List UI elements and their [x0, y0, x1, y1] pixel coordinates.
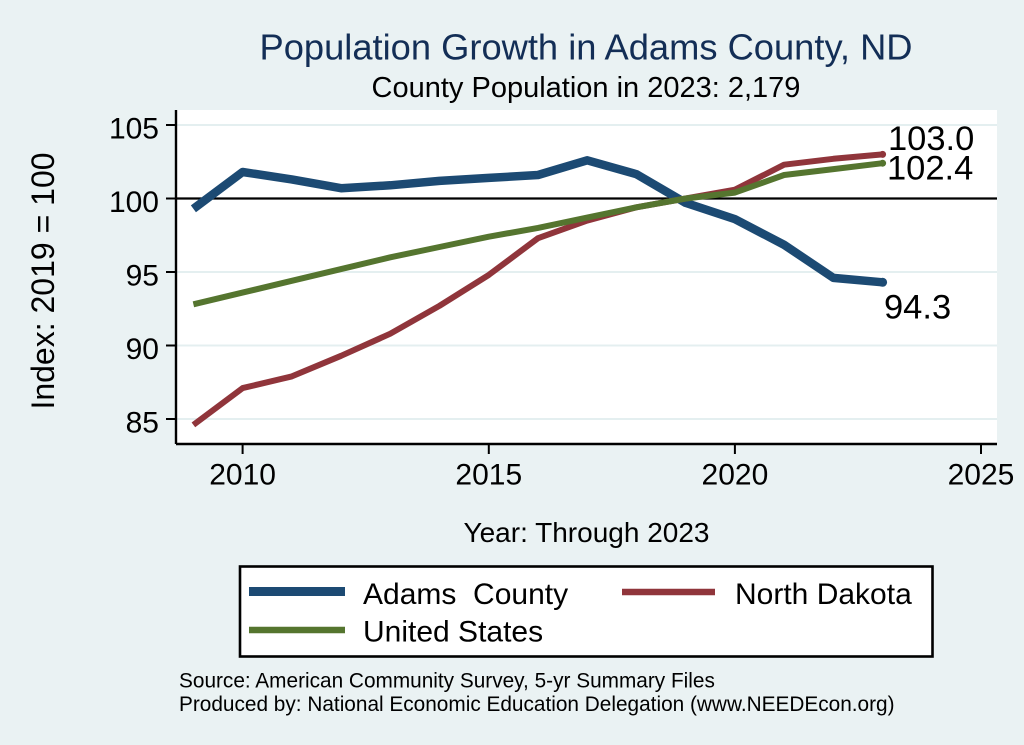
- svg-text:Population Growth in Adams Cou: Population Growth in Adams County, ND: [260, 27, 913, 68]
- svg-text:North Dakota: North Dakota: [735, 578, 912, 611]
- svg-text:95: 95: [126, 260, 159, 293]
- svg-text:2025: 2025: [948, 458, 1015, 491]
- svg-text:Adams County: Adams County: [363, 578, 568, 611]
- svg-text:Produced by: National Economic: Produced by: National Economic Education…: [179, 693, 895, 716]
- svg-text:100: 100: [109, 186, 159, 219]
- svg-text:103.0: 103.0: [888, 120, 974, 158]
- svg-text:85: 85: [126, 407, 159, 440]
- svg-text:102.4: 102.4: [887, 149, 973, 187]
- svg-text:105: 105: [109, 113, 159, 146]
- svg-text:2010: 2010: [209, 458, 276, 491]
- svg-text:Index: 2019 = 100: Index: 2019 = 100: [25, 152, 61, 409]
- svg-text:Year: Through 2023: Year: Through 2023: [464, 517, 710, 548]
- svg-text:2020: 2020: [702, 458, 769, 491]
- svg-text:Source: American Community Sur: Source: American Community Survey, 5-yr …: [179, 670, 715, 693]
- svg-text:County Population in 2023: 2,1: County Population in 2023: 2,179: [372, 72, 801, 104]
- svg-text:90: 90: [126, 333, 159, 366]
- svg-text:94.3: 94.3: [884, 288, 951, 326]
- svg-text:United States: United States: [363, 616, 543, 649]
- svg-text:2015: 2015: [455, 458, 522, 491]
